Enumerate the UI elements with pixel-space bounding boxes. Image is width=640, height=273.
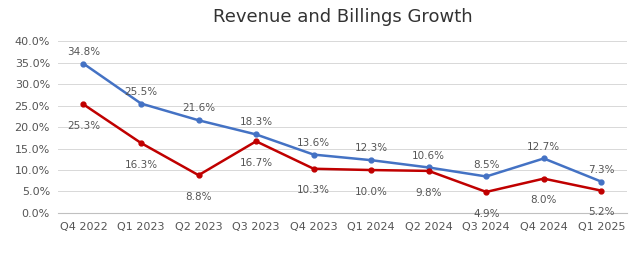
Text: 21.6%: 21.6%	[182, 103, 215, 113]
Text: 18.3%: 18.3%	[239, 117, 273, 127]
Revenue Growth	[79, 62, 87, 65]
Title: Revenue and Billings Growth: Revenue and Billings Growth	[212, 8, 472, 26]
Revenue Growth	[483, 175, 490, 178]
Text: 4.9%: 4.9%	[473, 209, 499, 219]
Line: Billings Growth: Billings Growth	[81, 102, 604, 194]
Billings Growth	[195, 174, 202, 177]
Billings Growth	[310, 167, 317, 170]
Text: 25.5%: 25.5%	[124, 87, 157, 97]
Revenue Growth	[310, 153, 317, 156]
Revenue Growth	[540, 157, 548, 160]
Billings Growth	[367, 168, 375, 172]
Text: 8.0%: 8.0%	[531, 195, 557, 205]
Revenue Growth	[598, 180, 605, 183]
Revenue Growth	[252, 133, 260, 136]
Text: 25.3%: 25.3%	[67, 121, 100, 131]
Line: Revenue Growth: Revenue Growth	[81, 61, 604, 184]
Text: 10.0%: 10.0%	[355, 187, 388, 197]
Text: 7.3%: 7.3%	[588, 165, 614, 175]
Text: 5.2%: 5.2%	[588, 207, 614, 217]
Billings Growth	[252, 140, 260, 143]
Text: 12.7%: 12.7%	[527, 141, 561, 152]
Billings Growth	[137, 141, 145, 145]
Billings Growth	[598, 189, 605, 192]
Text: 16.3%: 16.3%	[124, 160, 157, 170]
Billings Growth	[79, 103, 87, 106]
Revenue Growth	[367, 159, 375, 162]
Revenue Growth	[425, 166, 433, 169]
Text: 10.6%: 10.6%	[412, 150, 445, 161]
Text: 10.3%: 10.3%	[297, 185, 330, 195]
Billings Growth	[540, 177, 548, 180]
Text: 16.7%: 16.7%	[239, 158, 273, 168]
Text: 34.8%: 34.8%	[67, 47, 100, 57]
Billings Growth	[425, 169, 433, 173]
Revenue Growth	[137, 102, 145, 105]
Text: 8.8%: 8.8%	[186, 192, 212, 202]
Text: 9.8%: 9.8%	[415, 188, 442, 198]
Billings Growth	[483, 190, 490, 194]
Text: 8.5%: 8.5%	[473, 159, 499, 170]
Revenue Growth	[195, 119, 202, 122]
Text: 13.6%: 13.6%	[297, 138, 330, 148]
Text: 12.3%: 12.3%	[355, 143, 388, 153]
